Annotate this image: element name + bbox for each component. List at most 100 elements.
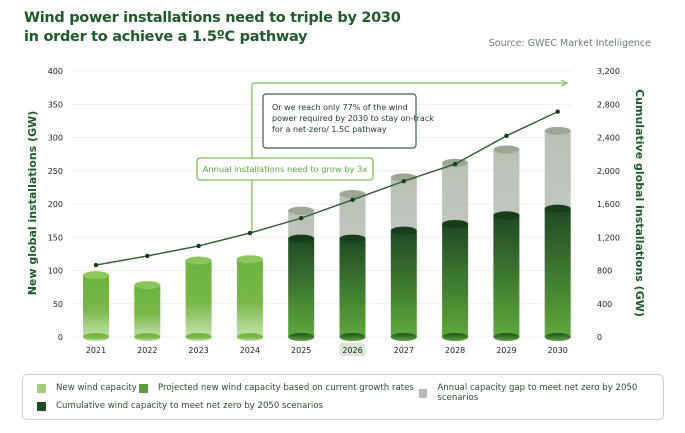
bar-capacity-gap-cap [544,126,571,135]
x-tick-label: 2026 [342,346,362,355]
legend-label: Annual capacity gap to meet net zero by … [437,383,638,403]
legend-swatch [37,383,46,393]
y-tick-label: 250 [48,167,63,176]
y-tick-label: 350 [48,100,63,109]
bar-new-capacity-base [236,333,263,341]
x-tick-label: 2030 [548,346,568,355]
bar-projected-capacity [493,211,520,341]
y2-tick-label: 2,400 [597,134,620,143]
bar-capacity-gap-body [544,130,571,209]
source-note: Source: GWEC Market Intelligence [488,38,651,49]
x-tick-label: 2022 [137,346,157,355]
y2-tick-label: 800 [597,267,612,276]
y-tick-label: 150 [48,233,63,242]
cumulative-point [452,161,458,167]
x-tick-label: 2025 [291,346,311,355]
bar-capacity-gap [544,126,571,213]
y2-tick-label: 400 [597,300,612,309]
bar-capacity-gap-cap [493,145,520,154]
bar-new-capacity-base [185,333,212,341]
bar-new-capacity-body [185,260,212,337]
bar-projected-capacity-cap [288,234,315,243]
bar-projected-capacity [442,219,469,341]
annotation-text: for a net-zero/ 1.5C pathway [272,125,387,134]
bar-new-capacity [134,281,161,341]
bar-new-capacity-base [83,333,109,341]
arrow-head-icon [560,79,569,87]
bar-projected-capacity-base [493,333,520,341]
cumulative-point [247,230,253,236]
bar-capacity-gap-cap [339,190,366,199]
annotation-bracket [251,82,565,233]
cumulative-point [145,253,150,259]
legend-label: Cumulative wind capacity to meet net zer… [56,401,323,411]
y-tick-label: 200 [48,200,63,209]
bar-capacity-gap [493,145,520,220]
bar-new-capacity-body [134,285,161,337]
y-tick-label: 0 [58,333,63,342]
bar-projected-capacity [339,234,366,341]
y2-tick-label: 3,200 [597,67,620,76]
legend-swatch [419,388,428,398]
bar-projected-capacity-base [390,333,417,341]
cumulative-point [401,178,406,184]
bar-projected-capacity [544,204,571,341]
cumulative-point [504,133,509,139]
legend-item-new-capacity: New wind capacity [37,383,137,393]
bar-new-capacity [185,256,212,341]
chart-title-line1: Wind power installations need to triple … [24,10,401,26]
x-tick-label: 2023 [188,346,208,355]
annotation-box-grow-3x [196,157,374,181]
bar-capacity-gap-body [493,149,520,216]
bar-projected-capacity-cap [493,211,520,220]
legend-item-cumulative-capacity: Cumulative wind capacity to meet net zer… [37,401,323,411]
bar-new-capacity-base [134,333,161,341]
legend-item-capacity-gap: Annual capacity gap to meet net zero by … [419,383,663,403]
x-label-highlight [339,343,366,356]
bar-projected-capacity-cap [339,234,366,243]
legend: New wind capacity Projected new wind cap… [22,374,664,420]
cumulative-point [93,262,99,268]
bar-projected-capacity-cap [442,219,469,228]
y2-axis-label: Cumulative global installations (GW) [633,89,646,317]
bar-projected-capacity-body [390,230,417,337]
bar-new-capacity-cap [83,271,109,280]
bar-projected-capacity-base [442,333,469,341]
y-tick-label: 300 [48,134,63,143]
bar-projected-capacity-base [339,333,366,341]
bar-capacity-gap-body [442,162,469,224]
bar-new-capacity-cap [134,281,161,290]
x-tick-label: 2027 [394,346,414,355]
legend-label: New wind capacity [56,383,137,393]
bar-projected-capacity [390,226,417,341]
bar-new-capacity-cap [185,256,212,265]
bar-new-capacity [236,255,263,341]
bar-projected-capacity [288,234,315,341]
y2-tick-label: 2,000 [597,167,620,176]
legend-swatch [37,401,46,411]
y2-tick-label: 0 [597,333,602,342]
bar-projected-capacity-body [288,238,315,337]
annotation-text: Or we reach only 77% of the wind [272,103,408,112]
bar-projected-capacity-body [442,223,469,337]
chart-title-line2: in order to achieve a 1.5ºC pathway [24,29,308,45]
y-tick-label: 100 [48,267,63,276]
bar-new-capacity [83,271,109,341]
bar-new-capacity-body [83,275,109,337]
bar-projected-capacity-base [544,333,571,341]
chart-title: Wind power installations need to triple … [24,9,401,47]
bar-projected-capacity-body [493,215,520,337]
cumulative-point [299,215,304,221]
bar-projected-capacity-body [339,238,366,337]
x-tick-label: 2024 [240,346,260,355]
bar-capacity-gap-cap [288,206,315,215]
cumulative-point [196,243,201,249]
y2-tick-label: 2,800 [597,100,620,109]
bar-new-capacity-body [236,259,263,337]
bar-projected-capacity-cap [544,204,571,213]
bar-projected-capacity-cap [390,226,417,235]
legend-swatch [139,383,148,393]
legend-label: Projected new wind capacity based on cur… [158,383,414,393]
y-axis-label: New global installations (GW) [26,111,39,296]
